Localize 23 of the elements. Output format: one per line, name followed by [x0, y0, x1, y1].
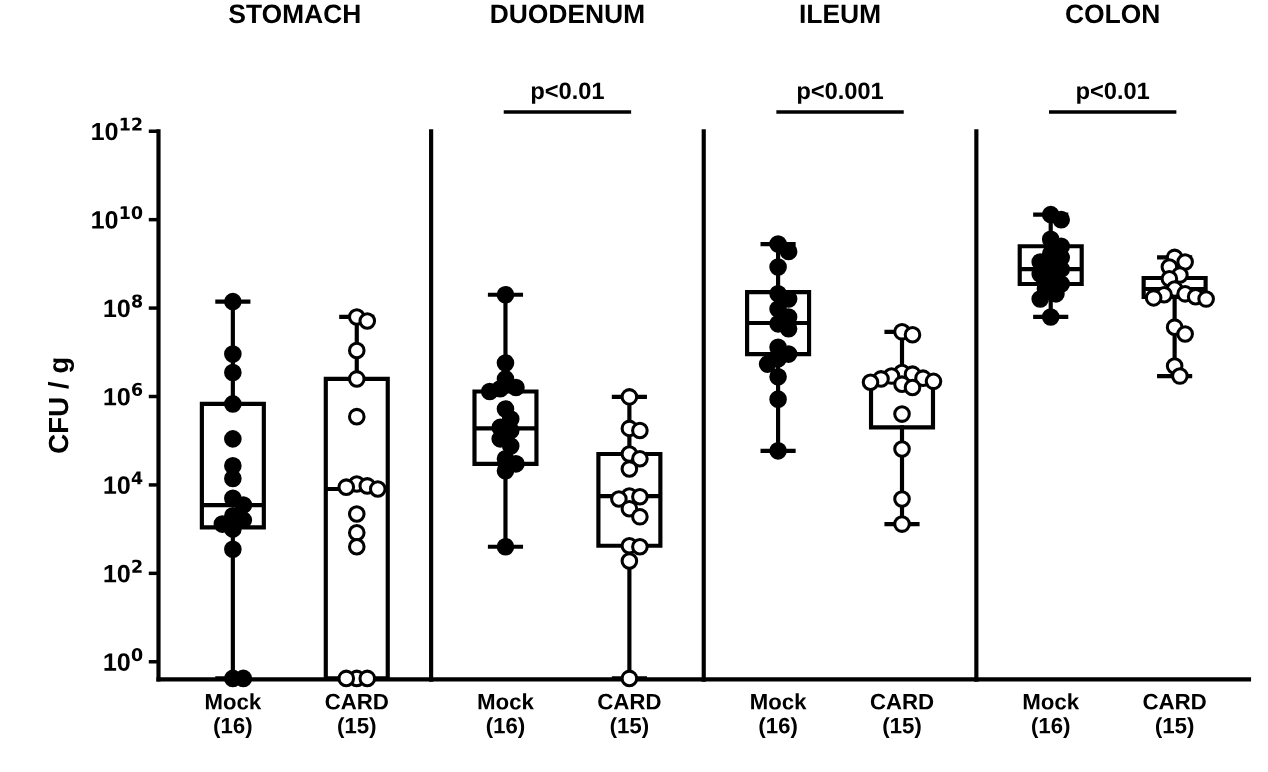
y-tick-label: 10$^{12}$	[92, 117, 142, 141]
y-tick-label: 10$^{6}$	[104, 382, 143, 406]
y-axis-title: CFU / g	[47, 358, 74, 453]
x-tick-label: CARD (15)	[1143, 693, 1206, 738]
y-tick-label: 10$^{10}$	[92, 205, 143, 229]
x-tick-label: Mock (16)	[478, 693, 534, 738]
text: p<0.01	[1077, 82, 1150, 104]
text: p<0.001	[797, 82, 884, 104]
y-tick-label: 10$^{2}$	[104, 559, 142, 583]
y-tick-label: 10$^{4}$	[104, 471, 143, 495]
x-tick-label: CARD (15)	[325, 693, 388, 738]
chart-title: COLON	[1066, 4, 1159, 24]
y-tick-label: 10$^{0}$	[104, 648, 143, 671]
x-tick-label: Mock (16)	[205, 693, 262, 738]
chart-title: ILEUM	[800, 4, 880, 24]
x-tick-label: CARD (15)	[598, 693, 661, 738]
text: p<0.01	[531, 82, 604, 104]
chart-title: STOMACH	[229, 4, 360, 24]
x-tick-label: Mock (16)	[1023, 693, 1080, 738]
chart-title: DUODENUM	[491, 4, 644, 24]
y-tick-label: 10$^{8}$	[104, 294, 143, 318]
x-tick-label: CARD (15)	[870, 693, 934, 738]
x-tick-label: Mock (16)	[751, 693, 807, 738]
